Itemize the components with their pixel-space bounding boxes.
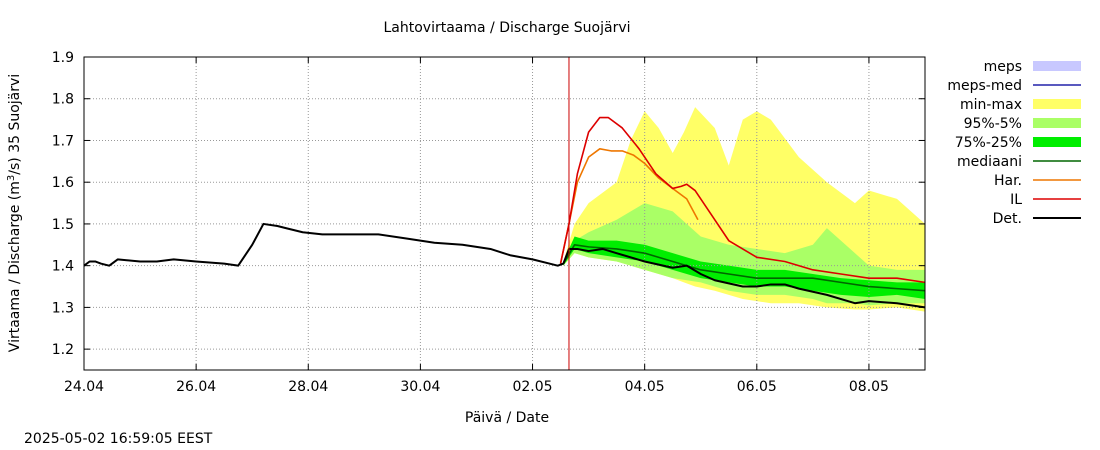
line-layer (83, 116, 926, 309)
y-tick-label: 1.9 (52, 50, 74, 66)
legend-swatch-95-5 (1033, 118, 1081, 128)
y-tick-label: 1.3 (52, 300, 74, 316)
x-tick-label: 08.05 (849, 379, 889, 395)
x-tick-label: 24.04 (64, 379, 104, 395)
line-det (83, 222, 926, 309)
legend-label-har: Har. (994, 173, 1022, 189)
legend-label-det: Det. (993, 211, 1022, 227)
y-tick-label: 1.8 (52, 92, 74, 108)
y-tick-label: 1.4 (52, 259, 74, 275)
legend-label-min-max: min-max (960, 97, 1022, 113)
legend-swatch-75-25 (1033, 137, 1081, 147)
plot-frame (83, 56, 926, 371)
band-layer (563, 107, 925, 312)
x-tick-label: 02.05 (512, 379, 552, 395)
legend-label-mediaani: mediaani (957, 154, 1022, 170)
legend-swatch-meps (1033, 61, 1081, 71)
legend-label-95-5: 95%-5% (964, 116, 1022, 132)
legend-label-meps-med: meps-med (947, 78, 1022, 94)
y-tick-label: 1.2 (52, 342, 74, 358)
legend-label-meps: meps (984, 59, 1022, 75)
x-tick-label: 30.04 (400, 379, 440, 395)
legend: meps meps-med min-max 95%-5% 75%-25% mediaani… (947, 59, 1081, 227)
generated-timestamp: 2025-05-02 16:59:05 EEST (24, 431, 213, 447)
y-tick-label: 1.6 (52, 175, 74, 191)
legend-swatch-min-max (1033, 99, 1081, 109)
line-il (559, 116, 926, 284)
y-tick-labels: 1.2 1.3 1.4 1.5 1.6 1.7 1.8 1.9 (52, 50, 925, 358)
legend-label-il: IL (1010, 192, 1022, 208)
x-tick-label: 06.05 (737, 379, 777, 395)
y-tick-label: 1.5 (52, 217, 74, 233)
x-axis-label: Päivä / Date (465, 410, 549, 426)
band-75-25 (563, 236, 925, 300)
y-axis-label: Virtaama / Discharge (m3/s) 35 Suojärvi (6, 74, 23, 352)
x-tick-label: 28.04 (288, 379, 328, 395)
chart-title: Lahtovirtaama / Discharge Suojärvi (383, 20, 630, 36)
x-tick-label: 26.04 (176, 379, 216, 395)
x-tick-label: 04.05 (625, 379, 665, 395)
line-mediaani (562, 244, 926, 292)
x-tick-labels: 24.04 26.04 28.04 30.04 02.05 04.05 06.05 08.05 (64, 57, 889, 395)
legend-label-75-25: 75%-25% (955, 135, 1022, 151)
y-tick-label: 1.7 (52, 133, 74, 149)
